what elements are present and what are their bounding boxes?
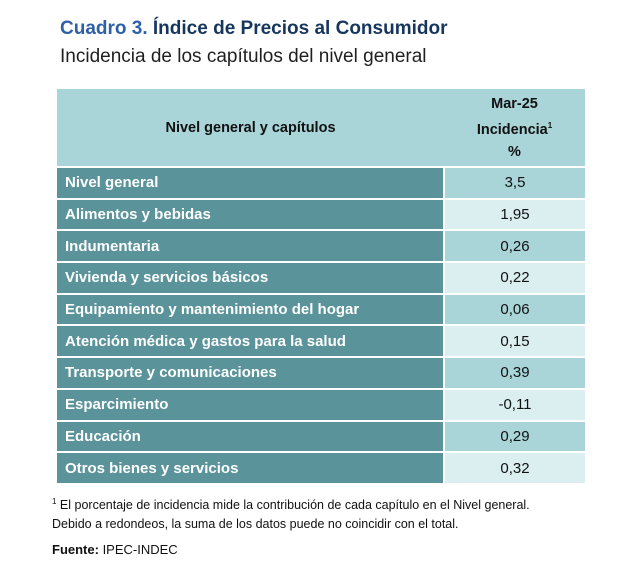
table-title: Cuadro 3. Índice de Precios al Consumido… <box>60 18 447 40</box>
table-row: Transporte y comunicaciones 0,39 <box>57 356 585 389</box>
chapter-name-cell: Atención médica y gastos para la salud <box>57 324 445 358</box>
column-header-period: Mar-25 <box>491 95 538 112</box>
incidence-value-cell: 0,22 <box>444 261 585 294</box>
footnote-marker: 1 <box>52 497 57 506</box>
table-subtitle: Incidencia de los capítulos del nivel ge… <box>60 46 427 67</box>
table-number: Cuadro 3. <box>60 18 148 39</box>
cpi-incidence-table: Nivel general y capítulos Mar-25 Inciden… <box>57 89 585 483</box>
chapter-name-cell: Equipamiento y mantenimiento del hogar <box>57 292 445 326</box>
chapter-name-cell: Transporte y comunicaciones <box>57 356 445 389</box>
source-label: Fuente: <box>52 542 99 557</box>
source-text: IPEC-INDEC <box>98 542 178 557</box>
footnote-line-1: 1 El porcentaje de incidencia mide la co… <box>52 492 612 515</box>
incidence-value-cell: 0,29 <box>444 419 585 453</box>
footnote-text-1: El porcentaje de incidencia mide la cont… <box>56 498 530 512</box>
chapter-name-cell: Indumentaria <box>57 229 445 263</box>
column-header-measure: Incidencia1 <box>444 115 585 141</box>
table-row: Otros bienes y servicios 0,32 <box>57 451 585 483</box>
chapter-name-cell: Esparcimiento <box>57 387 445 421</box>
column-header-incidence: Mar-25 Incidencia1 % <box>444 89 585 167</box>
incidence-value-cell: 0,26 <box>444 229 585 263</box>
chapter-name-cell: Otros bienes y servicios <box>57 451 445 483</box>
table-row: Indumentaria 0,26 <box>57 229 585 263</box>
table-row: Vivienda y servicios básicos 0,22 <box>57 261 585 294</box>
footnote-ref: 1 <box>547 120 553 130</box>
chapter-name-cell: Nivel general <box>57 166 445 199</box>
chapter-name-cell: Educación <box>57 419 445 453</box>
table-row: Educación 0,29 <box>57 419 585 453</box>
table-row: Esparcimiento -0,11 <box>57 387 585 421</box>
table-header-row: Nivel general y capítulos Mar-25 Inciden… <box>57 89 585 167</box>
table-row: Atención médica y gastos para la salud 0,… <box>57 324 585 358</box>
table-title-text: Índice de Precios al Consumidor <box>152 18 448 39</box>
column-header-chapters: Nivel general y capítulos <box>57 89 444 167</box>
source-note: Fuente: IPEC-INDEC <box>52 542 178 557</box>
incidence-value-cell: 0,15 <box>444 324 585 358</box>
incidence-value-cell: 3,5 <box>444 166 585 199</box>
incidence-value-cell: 0,32 <box>444 451 585 483</box>
incidence-value-cell: 1,95 <box>444 197 585 231</box>
incidence-value-cell: 0,06 <box>444 292 585 326</box>
footnote: 1 El porcentaje de incidencia mide la co… <box>52 492 612 534</box>
column-header-measure-text: Incidencia <box>476 121 548 138</box>
footnote-line-2: Debido a redondeos, la suma de los datos… <box>52 517 459 531</box>
table-row: Nivel general 3,5 <box>57 166 585 199</box>
incidence-value-cell: 0,39 <box>444 356 585 389</box>
chapter-name-cell: Alimentos y bebidas <box>57 197 445 231</box>
column-header-unit: % <box>508 143 521 160</box>
table-row: Equipamiento y mantenimiento del hogar 0,… <box>57 292 585 326</box>
table-row: Alimentos y bebidas 1,95 <box>57 197 585 231</box>
incidence-value-cell: -0,11 <box>444 387 585 421</box>
chapter-name-cell: Vivienda y servicios básicos <box>57 261 445 294</box>
